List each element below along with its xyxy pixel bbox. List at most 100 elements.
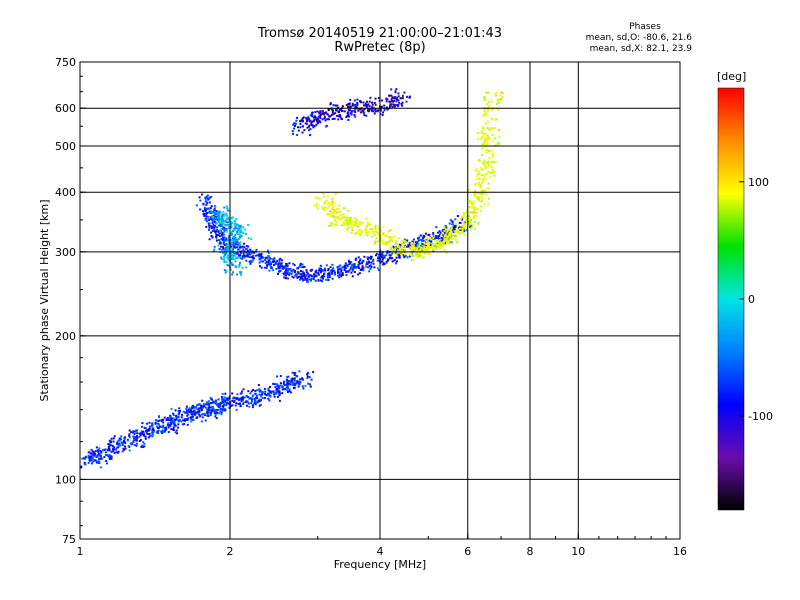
echo-mark: [416, 247, 419, 250]
echo-mark: [397, 103, 400, 106]
echo-mark: [369, 267, 372, 270]
echo-mark: [417, 244, 420, 247]
echo-mark: [356, 98, 359, 101]
echo-mark: [237, 256, 240, 259]
echo-mark: [449, 236, 452, 239]
echo-mark: [400, 253, 403, 256]
echo-mark: [172, 419, 175, 422]
echo-mark: [209, 396, 212, 399]
echo-mark: [170, 407, 173, 410]
stats-o-mode: mean, sd,O: -80.6, 21.6: [585, 33, 692, 43]
echo-mark: [306, 272, 309, 275]
echo-mark: [457, 228, 460, 231]
echo-mark: [359, 111, 362, 114]
echo-mark: [237, 237, 240, 240]
data-point: [301, 125, 305, 128]
echo-mark: [370, 235, 373, 238]
echo-mark: [269, 385, 272, 388]
echo-mark: [382, 256, 385, 259]
echo-mark: [394, 97, 397, 100]
echo-mark: [299, 273, 302, 276]
echo-mark: [235, 252, 238, 255]
y-tick-label: 400: [55, 186, 76, 199]
echo-mark: [411, 258, 414, 261]
echo-mark: [398, 254, 401, 257]
echo-mark: [333, 218, 336, 221]
echo-mark: [203, 214, 206, 217]
echo-mark: [122, 448, 125, 451]
echo-mark: [329, 213, 332, 216]
echo-mark: [454, 218, 457, 221]
echo-mark: [213, 411, 216, 414]
echo-mark: [265, 394, 268, 397]
echo-mark: [374, 103, 377, 106]
echo-mark: [469, 206, 472, 209]
echo-mark: [218, 232, 221, 235]
echo-mark: [238, 265, 241, 268]
echo-mark: [239, 404, 242, 407]
echo-mark: [258, 261, 261, 264]
echo-mark: [256, 397, 259, 400]
echo-mark: [453, 228, 456, 231]
echo-mark: [396, 249, 399, 252]
echo-mark: [316, 110, 319, 113]
echo-mark: [395, 244, 398, 247]
echo-mark: [221, 223, 224, 226]
echo-mark: [221, 231, 224, 234]
echo-mark: [293, 379, 296, 382]
echo-mark: [365, 231, 368, 234]
echo-mark: [221, 227, 224, 230]
echo-mark: [306, 278, 309, 281]
echo-mark: [143, 433, 146, 436]
echo-mark: [227, 254, 230, 257]
echo-mark: [222, 210, 225, 213]
echo-mark: [315, 123, 318, 126]
echo-mark: [301, 385, 304, 388]
echo-mark: [347, 220, 350, 223]
echo-mark: [290, 269, 293, 272]
echo-mark: [390, 100, 393, 103]
echo-mark: [468, 222, 471, 225]
echo-mark: [432, 236, 435, 239]
echo-mark: [211, 409, 214, 412]
echo-mark: [277, 386, 280, 389]
echo-mark: [161, 429, 164, 432]
echo-mark: [286, 267, 289, 270]
echo-mark: [408, 253, 411, 256]
echo-mark: [171, 421, 174, 424]
echo-mark: [487, 160, 490, 163]
echo-mark: [456, 241, 459, 244]
echo-mark: [382, 240, 385, 243]
echo-mark: [390, 88, 393, 91]
echo-mark: [448, 233, 451, 236]
echo-mark: [279, 374, 282, 377]
echo-mark: [398, 256, 401, 259]
echo-mark: [232, 240, 235, 243]
data-point: [99, 454, 102, 458]
echo-mark: [323, 116, 326, 119]
echo-mark: [317, 273, 320, 276]
echo-mark: [294, 269, 297, 272]
echo-mark: [91, 453, 94, 456]
echo-mark: [431, 235, 434, 238]
echo-mark: [216, 218, 219, 221]
echo-mark: [398, 246, 401, 249]
echo-mark: [444, 239, 447, 242]
echo-mark: [128, 429, 131, 432]
echo-mark: [483, 140, 486, 143]
echo-mark: [328, 274, 331, 277]
echo-mark: [273, 383, 276, 386]
echo-mark: [471, 202, 474, 205]
echo-mark: [379, 109, 382, 112]
echo-mark: [341, 105, 344, 108]
echo-mark: [388, 240, 391, 243]
echo-mark: [116, 442, 119, 445]
echo-mark: [290, 378, 293, 381]
echo-mark: [203, 206, 206, 209]
echo-mark: [138, 435, 141, 438]
echo-mark: [310, 378, 313, 381]
echo-mark: [221, 218, 224, 221]
echo-mark: [494, 118, 497, 121]
echo-mark: [495, 103, 498, 106]
echo-mark: [483, 139, 486, 142]
